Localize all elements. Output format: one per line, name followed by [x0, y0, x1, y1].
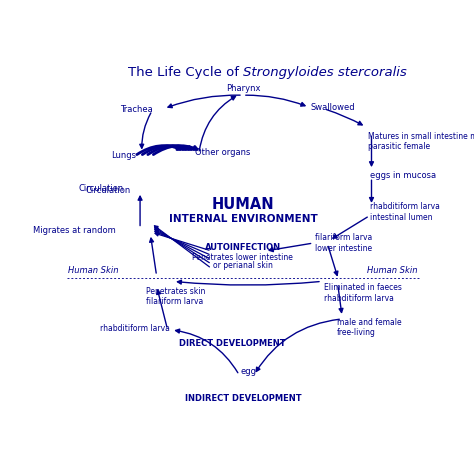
Text: Trachea: Trachea — [120, 105, 153, 114]
Text: egg: egg — [240, 367, 256, 376]
Text: Matures in small intestine mucosa
parasitic female: Matures in small intestine mucosa parasi… — [368, 132, 474, 151]
Text: Penetrates lower intestine: Penetrates lower intestine — [192, 253, 293, 262]
Text: AUTOINFECTION: AUTOINFECTION — [205, 243, 281, 252]
Text: Circulation: Circulation — [78, 184, 124, 193]
Text: male and female
free-living: male and female free-living — [337, 318, 401, 337]
Text: rhabditiform larva
intestinal lumen: rhabditiform larva intestinal lumen — [370, 202, 439, 222]
Text: INDIRECT DEVELOPMENT: INDIRECT DEVELOPMENT — [184, 394, 301, 403]
Text: eggs in mucosa: eggs in mucosa — [370, 171, 436, 180]
Text: or perianal skin: or perianal skin — [213, 261, 273, 270]
Text: DIRECT DEVELOPMENT: DIRECT DEVELOPMENT — [179, 339, 285, 348]
Text: Migrates at random: Migrates at random — [34, 226, 116, 235]
Text: HUMAN: HUMAN — [211, 197, 274, 212]
Text: Circulation: Circulation — [86, 186, 131, 195]
Text: Penetrates skin
filariform larva: Penetrates skin filariform larva — [146, 287, 205, 306]
Text: Swallowed: Swallowed — [311, 103, 356, 112]
Text: Other organs: Other organs — [195, 148, 251, 157]
Text: Human Skin: Human Skin — [367, 266, 418, 275]
Text: rhabditiform larva: rhabditiform larva — [100, 324, 169, 333]
Text: Pharynx: Pharynx — [226, 84, 260, 93]
Text: Human Skin: Human Skin — [68, 266, 119, 275]
Text: INTERNAL ENVIRONMENT: INTERNAL ENVIRONMENT — [169, 214, 317, 224]
Text: Strongyloides stercoralis: Strongyloides stercoralis — [243, 66, 407, 79]
Text: Lungs: Lungs — [111, 151, 137, 160]
Text: filariform larva
lower intestine: filariform larva lower intestine — [315, 233, 372, 253]
Text: The Life Cycle of: The Life Cycle of — [128, 66, 243, 79]
Text: Eliminated in faeces
rhabditiform larva: Eliminated in faeces rhabditiform larva — [324, 283, 401, 302]
